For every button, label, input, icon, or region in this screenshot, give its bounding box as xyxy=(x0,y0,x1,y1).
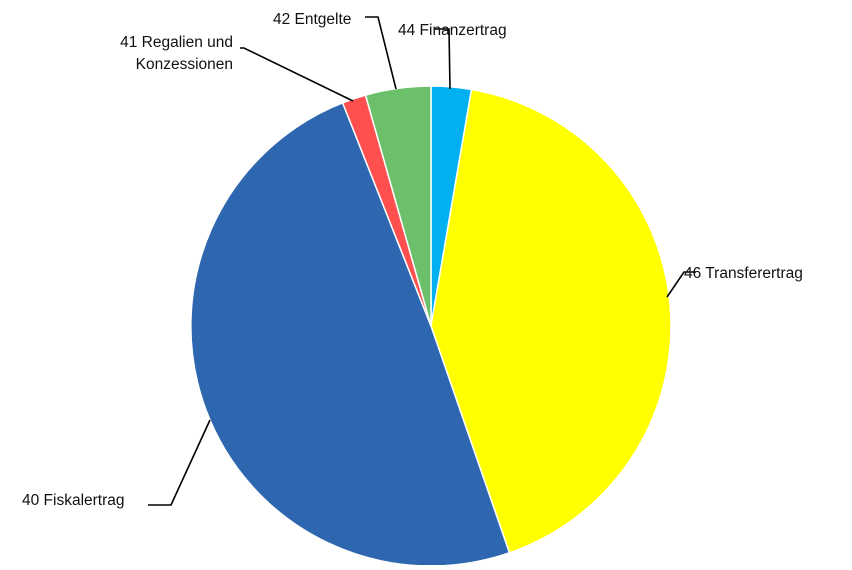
leader-line-40-fiskalertrag xyxy=(148,419,211,506)
leader-line-46-transferertrag xyxy=(666,271,696,298)
pie-slice-40-fiskalertrag xyxy=(190,101,511,567)
data-label-40-fiskalertrag: 40 Fiskalertrag xyxy=(22,492,125,509)
leader-line-44-finanzertrag xyxy=(435,28,451,90)
pie-slice-46-transferertrag xyxy=(430,88,672,554)
leader-line-41-regalien-und-konzessionen xyxy=(240,47,354,102)
data-label-46-transferertrag: 46 Transferertrag xyxy=(684,265,803,282)
pie-slice-42-entgelte xyxy=(364,85,432,327)
data-label-41-regalien-und-konzessionen: 41 Regalien und Konzessionen xyxy=(120,34,233,73)
data-label-44-finanzertrag: 44 Finanzertrag xyxy=(398,22,507,39)
data-label-42-entgelte: 42 Entgelte xyxy=(273,11,351,28)
leader-line-42-entgelte xyxy=(365,16,397,90)
